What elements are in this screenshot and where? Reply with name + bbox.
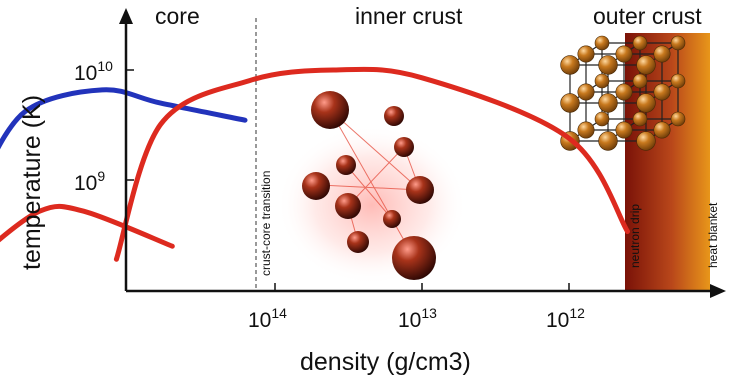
lattice-atom [615, 83, 633, 101]
lattice-atom [653, 83, 671, 101]
y-tick-label: 109 [74, 168, 105, 195]
lattice-atom [598, 55, 618, 75]
lattice-atom [670, 73, 686, 89]
lattice-atom [636, 93, 656, 113]
lattice-atom [670, 35, 686, 51]
lattice-atom [670, 111, 686, 127]
series-crust-curve [113, 66, 630, 262]
neutron-drip-label: neutron drip [628, 204, 642, 268]
region-label-core: core [155, 3, 200, 29]
y-axis-title: temperature (K) [18, 95, 46, 270]
lattice-atom [598, 131, 618, 151]
lattice-atom [560, 93, 580, 113]
lattice-atom [632, 35, 648, 51]
x-tick-label: 1013 [398, 305, 437, 332]
lattice-atom [560, 55, 580, 75]
lattice-atom [636, 131, 656, 151]
lattice-atom [594, 73, 610, 89]
series-core-curve [0, 87, 248, 150]
lattice-atom [653, 121, 671, 139]
lattice-atom [632, 111, 648, 127]
heat-blanket-label: heat blanket [706, 202, 720, 268]
x-axis-arrow [710, 284, 726, 298]
lattice-atom [577, 45, 595, 63]
lattice-atom [594, 111, 610, 127]
lattice-atom [615, 45, 633, 63]
region-label-outer-crust: outer crust [593, 3, 702, 29]
lattice-atom [636, 55, 656, 75]
y-axis-arrow [119, 8, 133, 24]
x-axis-title: density (g/cm3) [300, 348, 471, 376]
outer-crust-lattice [560, 35, 686, 151]
x-tick-label: 1012 [546, 305, 585, 332]
lattice-atom [598, 93, 618, 113]
y-tick-label: 1010 [74, 58, 113, 85]
lattice-atom [632, 73, 648, 89]
axes [119, 8, 726, 298]
inner-crust-illustration [277, 91, 467, 285]
plot-area [0, 66, 630, 262]
lattice-atom [577, 83, 595, 101]
region-label-inner-crust: inner crust [355, 3, 463, 29]
x-tick-label: 1014 [248, 305, 287, 332]
transition-label: crust-core transition [259, 171, 273, 276]
series-inner-arc [0, 203, 175, 249]
lattice-atom [594, 35, 610, 51]
lattice-atom [653, 45, 671, 63]
lattice-atom [615, 121, 633, 139]
lattice-atom [577, 121, 595, 139]
